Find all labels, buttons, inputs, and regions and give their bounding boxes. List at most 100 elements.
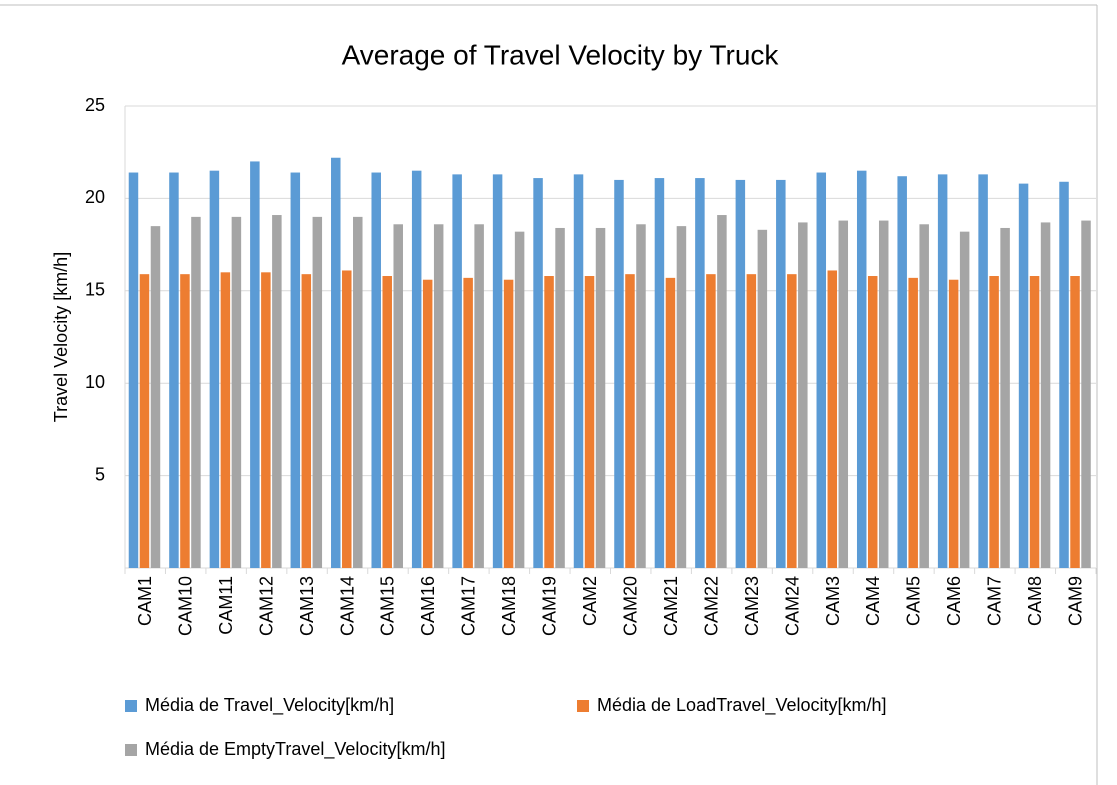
bar	[798, 222, 808, 568]
bar	[544, 276, 554, 568]
bar	[342, 270, 352, 568]
bar	[636, 224, 646, 568]
bar	[1059, 181, 1069, 568]
y-tick-label: 5	[95, 464, 105, 484]
bar	[492, 174, 503, 568]
bar	[139, 274, 150, 568]
bar	[474, 224, 484, 568]
bar	[1040, 222, 1051, 568]
x-tick-label: CAM21	[661, 576, 681, 636]
bar	[261, 272, 271, 568]
bar	[897, 176, 907, 568]
x-tick-label: CAM7	[985, 576, 1005, 626]
bar	[948, 279, 959, 568]
x-tick-label: CAM15	[378, 576, 398, 636]
x-tick-label: CAM23	[742, 576, 762, 636]
x-tick-label: CAM17	[459, 576, 479, 636]
bar	[625, 274, 635, 568]
y-tick-label: 25	[85, 95, 105, 115]
bar	[393, 224, 403, 568]
x-tick-label: CAM8	[1025, 576, 1045, 626]
x-tick-label: CAM22	[701, 576, 721, 636]
x-tick-label: CAM20	[620, 576, 640, 636]
bar	[584, 276, 595, 568]
bar	[209, 170, 220, 568]
x-tick-label: CAM4	[863, 576, 883, 626]
bar	[908, 277, 918, 568]
bar	[220, 272, 231, 568]
bar	[503, 279, 514, 568]
bar	[1029, 276, 1040, 568]
x-tick-label: CAM12	[256, 576, 276, 636]
x-tick-label: CAM13	[297, 576, 317, 636]
chart-title: Average of Travel Velocity by Truck	[342, 39, 780, 70]
bar	[169, 172, 179, 568]
bar	[746, 274, 757, 568]
bar	[1018, 183, 1029, 568]
bar	[250, 161, 260, 568]
bar	[411, 170, 422, 568]
x-tick-label: CAM2	[580, 576, 600, 626]
bar	[1000, 227, 1010, 568]
legend-swatch	[125, 700, 137, 712]
x-tick-label: CAM24	[782, 576, 802, 636]
bar	[433, 224, 444, 568]
bar	[816, 172, 827, 568]
x-tick-label: CAM9	[1066, 576, 1086, 626]
bar	[595, 227, 606, 568]
bar	[452, 174, 462, 568]
bar	[937, 174, 948, 568]
x-tick-label: CAM6	[944, 576, 964, 626]
x-tick-label: CAM11	[216, 576, 236, 635]
bar	[331, 157, 341, 568]
bar	[422, 279, 433, 568]
bar	[573, 174, 584, 568]
legend-label: Média de EmptyTravel_Velocity[km/h]	[145, 739, 445, 760]
bar	[180, 274, 190, 568]
x-tick-label: CAM16	[418, 576, 438, 636]
bar	[231, 216, 242, 568]
y-axis-label: Travel Velocity [km/h]	[51, 252, 71, 422]
y-tick-label: 15	[85, 280, 105, 300]
x-tick-label: CAM3	[823, 576, 843, 626]
legend-label: Média de Travel_Velocity[km/h]	[145, 695, 394, 716]
legend-swatch	[125, 744, 137, 756]
bar	[838, 220, 849, 569]
bar	[371, 172, 381, 568]
bar	[1070, 276, 1080, 568]
bar	[867, 276, 878, 568]
bar	[150, 226, 161, 568]
bar	[757, 229, 768, 569]
bar	[382, 276, 392, 568]
x-tick-label: CAM14	[337, 576, 357, 636]
y-tick-label: 20	[85, 187, 105, 207]
bar	[290, 172, 301, 568]
bar	[533, 178, 543, 568]
bar	[676, 226, 687, 568]
bar	[959, 231, 970, 568]
bar	[614, 179, 624, 569]
bar	[555, 227, 565, 568]
bar	[272, 215, 282, 569]
legend-swatch	[577, 700, 589, 712]
bar	[717, 215, 727, 569]
bar	[827, 270, 838, 568]
bar	[312, 216, 323, 568]
bar	[301, 274, 312, 568]
bar	[856, 170, 867, 568]
bar	[919, 224, 929, 568]
legend-label: Média de LoadTravel_Velocity[km/h]	[597, 695, 887, 716]
x-tick-label: CAM18	[499, 576, 519, 636]
bar	[706, 274, 716, 568]
bar	[654, 178, 665, 568]
bar	[776, 179, 786, 569]
bar	[463, 277, 473, 568]
bar	[191, 216, 201, 568]
x-tick-label: CAM10	[175, 576, 195, 636]
bar	[787, 274, 797, 568]
bar	[353, 216, 363, 568]
bar	[514, 231, 525, 568]
bar	[878, 220, 889, 569]
bar	[735, 179, 746, 569]
